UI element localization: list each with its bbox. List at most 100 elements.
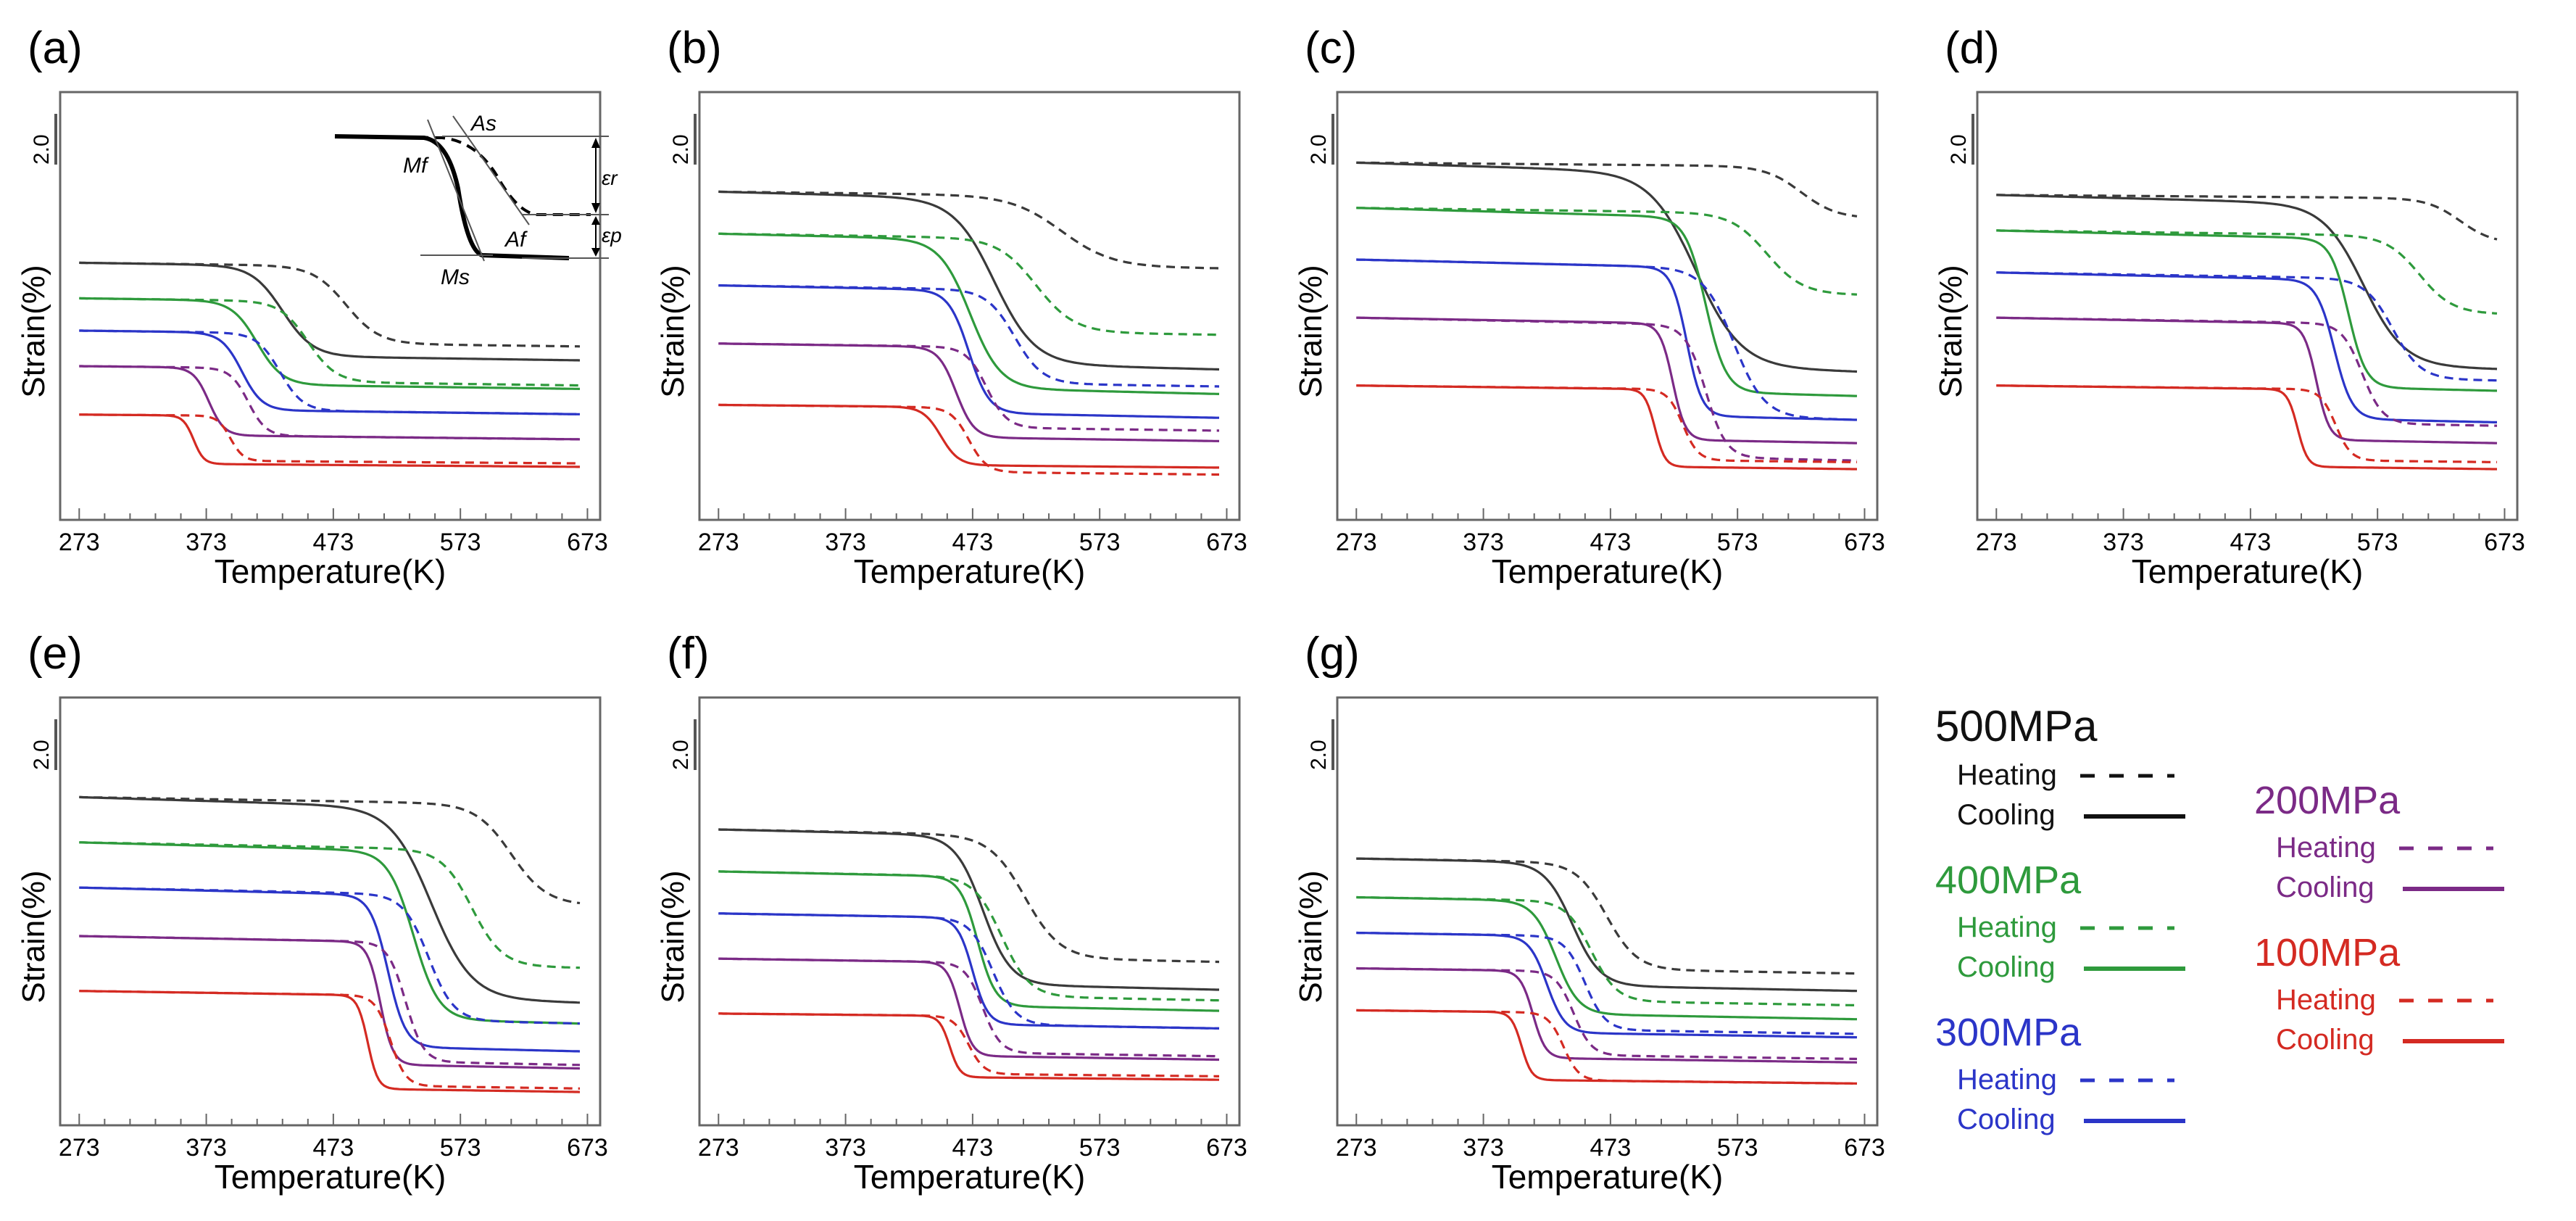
curves: [718, 828, 1220, 1081]
x-tick-label: 473: [1590, 529, 1632, 556]
curve-400MPa-heating: [1356, 207, 1858, 296]
panel-label: (e): [28, 629, 83, 679]
curve-200MPa-heating: [718, 957, 1219, 1058]
x-axis-label: Temperature(K): [2132, 552, 2364, 590]
x-tick-label: 373: [825, 529, 866, 556]
curve-500MPa-heating: [1996, 194, 2498, 241]
curve-200MPa-cooling: [718, 957, 1219, 1061]
curve-500MPa-heating: [79, 261, 581, 348]
curve-100MPa-heating: [1356, 384, 1857, 464]
legend-group-500MPa: 500MPa Heating Cooling: [1935, 702, 2185, 831]
x-ticks: 273 373 473 573 673: [1976, 508, 2525, 556]
curve-400MPa-heating: [1996, 229, 2498, 315]
curve-100MPa-heating: [718, 1012, 1219, 1078]
curve-200MPa-cooling: [79, 365, 580, 441]
curve-500MPa-heating: [1356, 857, 1858, 975]
curve-100MPa-cooling: [718, 1012, 1219, 1081]
panel-d: (d) 2.0 Strain(%) 273 373 473 573 673 Temperatur…: [1933, 23, 2525, 590]
inset-cooling-curve: [334, 134, 570, 260]
x-tick-label: 673: [1844, 529, 1885, 556]
curve-400MPa-heating: [1356, 895, 1858, 1007]
x-tick-label: 573: [1079, 529, 1121, 556]
x-tick-label: 373: [1463, 529, 1504, 556]
scale-bar-label: 2.0: [1307, 740, 1331, 770]
curve-400MPa-heating: [79, 297, 581, 387]
inset-label-af: Af: [504, 228, 528, 252]
x-tick-label: 373: [2103, 529, 2144, 556]
curve-400MPa-cooling: [1356, 207, 1858, 397]
curve-500MPa-heating: [1356, 161, 1858, 218]
plot-frame: [1336, 696, 1879, 1127]
x-tick-label: 673: [567, 1134, 608, 1162]
curve-500MPa-heating: [718, 190, 1220, 270]
inset-schematic: As Mf Af Ms εr εp: [334, 112, 622, 289]
inset-ep-arrowhead-top: [591, 216, 600, 225]
x-tick-label: 673: [1206, 529, 1247, 556]
legend-group-400MPa: 400MPa Heating Cooling: [1935, 858, 2185, 983]
curve-300MPa-cooling: [79, 329, 580, 415]
curve-400MPa-heating: [79, 841, 581, 969]
x-tick-label: 573: [2357, 529, 2398, 556]
curve-500MPa-cooling: [1996, 194, 2498, 371]
curve-400MPa-heating: [718, 870, 1220, 1002]
panel-label: (b): [667, 23, 722, 73]
legend-title: 100MPa: [2254, 931, 2401, 974]
curve-100MPa-cooling: [79, 413, 580, 468]
curve-300MPa-cooling: [1356, 931, 1858, 1039]
curves: [79, 795, 581, 1093]
panel-e: (e) 2.0 Strain(%) 273 373 473 573 673 Temperatur…: [16, 629, 608, 1196]
panel-label: (d): [1945, 23, 2000, 73]
x-axis-label: Temperature(K): [1492, 1158, 1724, 1196]
inset-label-as: As: [470, 112, 496, 136]
legend-heating-label: Heating: [1957, 911, 2057, 943]
legend-cooling-label: Cooling: [2276, 872, 2375, 903]
x-tick-label: 273: [698, 1134, 739, 1162]
curve-200MPa-heating: [1996, 316, 2497, 427]
x-ticks: 273 373 473 573 673: [1336, 1114, 1885, 1162]
x-tick-label: 573: [1717, 529, 1758, 556]
curves: [1356, 857, 1858, 1085]
curve-500MPa-heating: [79, 795, 581, 905]
x-tick-label: 473: [952, 1134, 994, 1162]
curve-500MPa-heating: [718, 828, 1220, 964]
curve-300MPa-heating: [1356, 931, 1858, 1035]
panel-label: (c): [1305, 23, 1357, 73]
x-tick-label: 273: [59, 529, 100, 556]
panels: (a) 2.0 Strain(%) 273 373 473 573 673 Temperatur…: [16, 23, 2525, 1196]
curve-200MPa-heating: [1356, 967, 1858, 1061]
legend-cooling-label: Cooling: [1957, 799, 2056, 831]
curve-300MPa-heating: [79, 329, 580, 415]
curve-500MPa-cooling: [79, 795, 581, 1004]
panel-label: (g): [1305, 629, 1360, 679]
x-tick-label: 373: [825, 1134, 866, 1162]
y-axis-label: Strain(%): [1293, 870, 1329, 1003]
curve-100MPa-heating: [79, 413, 580, 465]
plot-frame: [1976, 91, 2519, 521]
inset-tangent-cooling: [427, 119, 485, 262]
y-axis-label: Strain(%): [16, 265, 51, 397]
inset-tangent-heating: [452, 115, 530, 225]
legend-group-200MPa: 200MPa Heating Cooling: [2254, 779, 2504, 903]
y-axis-label: Strain(%): [655, 265, 691, 397]
x-ticks: 273 373 473 573 673: [698, 508, 1247, 556]
x-tick-label: 573: [1079, 1134, 1121, 1162]
x-tick-label: 673: [1844, 1134, 1885, 1162]
curve-300MPa-cooling: [1356, 258, 1857, 421]
curve-200MPa-cooling: [1996, 316, 2498, 444]
x-tick-label: 673: [2484, 529, 2525, 556]
scale-bar-label: 2.0: [30, 134, 54, 165]
y-axis-label: Strain(%): [1933, 265, 1969, 397]
scale-bar-label: 2.0: [669, 134, 693, 165]
curves: [718, 190, 1220, 476]
panel-b: (b) 2.0 Strain(%) 273 373 473 573 673 Temperatur…: [655, 23, 1247, 590]
plot-frame: [59, 91, 602, 521]
curve-300MPa-heating: [718, 284, 1220, 388]
curve-200MPa-cooling: [1356, 967, 1858, 1064]
curve-300MPa-cooling: [79, 886, 581, 1053]
legend-title: 200MPa: [2254, 779, 2401, 822]
x-tick-label: 273: [1336, 529, 1377, 556]
x-tick-label: 673: [1206, 1134, 1247, 1162]
curve-400MPa-cooling: [1356, 895, 1857, 1021]
x-axis-label: Temperature(K): [1492, 552, 1724, 590]
